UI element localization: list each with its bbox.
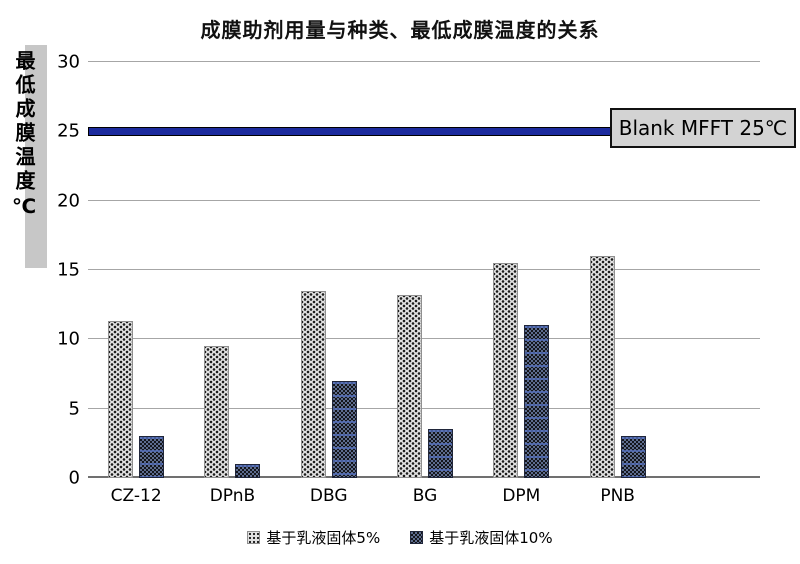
bar-PNB-series2 [620, 436, 646, 478]
bar-group-DPM [473, 62, 569, 478]
legend-item-1: 基于乳液固体5% [247, 527, 380, 548]
bar-CZ-12-series1 [108, 321, 134, 478]
bar-BG-series2 [428, 429, 454, 478]
y-tick-20: 20 [57, 190, 80, 212]
y-tick-0: 0 [68, 467, 80, 489]
legend-item-2: 基于乳液固体10% [410, 527, 553, 548]
y-tick-5: 5 [68, 398, 80, 420]
bar-DBG-series2 [331, 380, 357, 478]
bar-BG-series1 [397, 294, 423, 478]
y-axis-label: 最低成膜温度℃ [12, 50, 36, 222]
x-axis-line [88, 476, 760, 478]
blank-mfft-label: Blank MFFT 25℃ [610, 108, 796, 148]
bar-group-PNB [569, 62, 665, 478]
x-label-BG: BG [412, 486, 438, 506]
bar-group-BG [377, 62, 473, 478]
x-label-DPnB: DPnB [209, 486, 256, 506]
y-tick-15: 15 [57, 259, 80, 281]
gridline-30 [88, 61, 760, 62]
bar-CZ-12-series2 [139, 436, 165, 478]
bar-DBG-series1 [300, 290, 326, 478]
gridline-10 [88, 338, 760, 340]
legend-label-1: 基于乳液固体5% [266, 529, 381, 547]
x-label-CZ-12: CZ-12 [110, 486, 162, 506]
x-axis-labels: CZ-12 DPnB DBG BG DPM PNB [88, 486, 666, 506]
chart-title: 成膜助剂用量与种类、最低成膜温度的关系 [200, 18, 600, 42]
bar-DPM-series1 [493, 263, 519, 478]
x-label-PNB: PNB [600, 486, 635, 506]
legend-label-2: 基于乳液固体10% [429, 529, 553, 547]
bar-group-CZ-12 [88, 62, 184, 478]
bars-container [88, 62, 666, 478]
bar-group-DBG [281, 62, 377, 478]
x-label-DBG: DBG [309, 486, 348, 506]
bar-DPM-series2 [524, 325, 550, 478]
bar-DPnB-series2 [235, 464, 261, 478]
x-label-DPM: DPM [502, 486, 541, 506]
y-tick-25: 25 [57, 120, 80, 142]
gridline-15 [88, 269, 760, 270]
bar-group-DPnB [184, 62, 280, 478]
legend-swatch-1 [247, 531, 261, 544]
blank-mfft-line [88, 127, 614, 137]
legend-swatch-2 [410, 531, 424, 544]
gridline-5 [88, 407, 760, 409]
plot-area [88, 61, 760, 478]
bar-PNB-series1 [589, 256, 615, 478]
legend: 基于乳液固体5% 基于乳液固体10% [0, 527, 800, 548]
y-tick-10: 10 [57, 328, 80, 350]
bar-DPnB-series1 [204, 346, 230, 478]
y-tick-30: 30 [57, 51, 80, 73]
y-axis-label-background [25, 45, 47, 268]
gridline-20 [88, 199, 760, 201]
